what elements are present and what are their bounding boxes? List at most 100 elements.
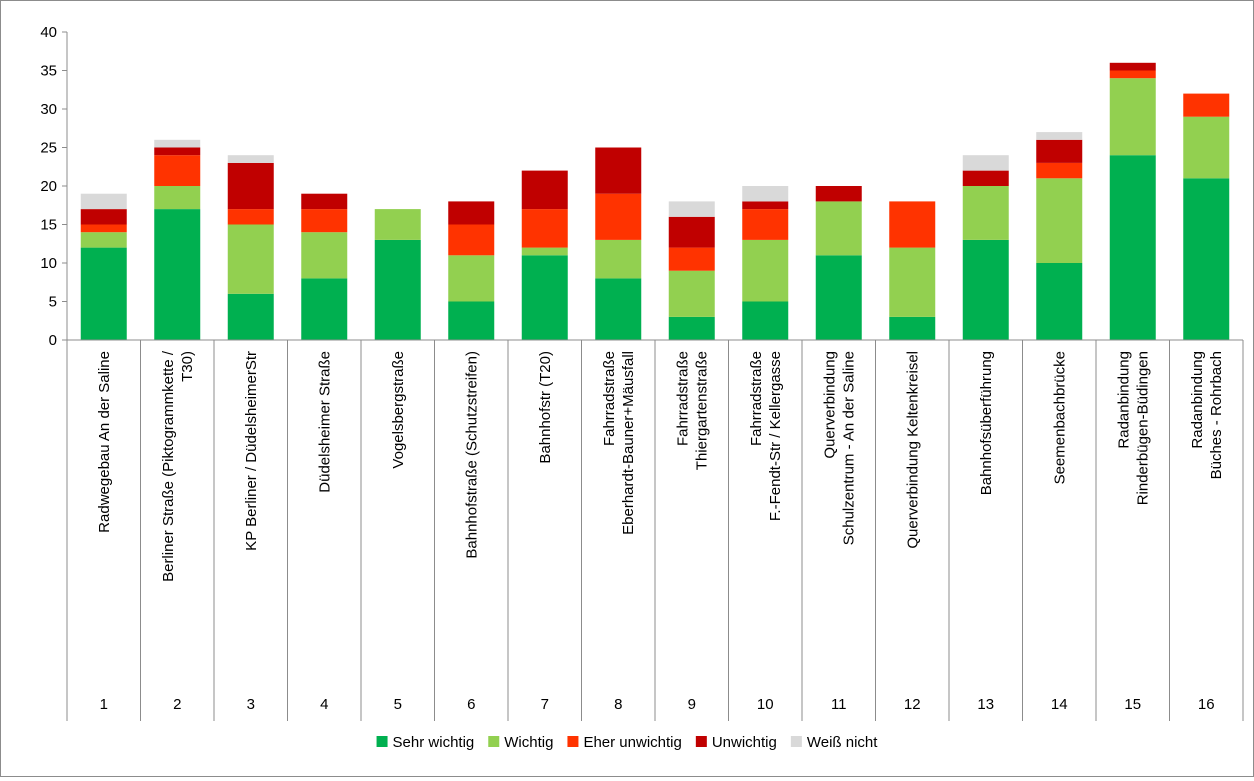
y-tick-label: 25 (40, 140, 57, 157)
bar-segment-2-cat-3 (227, 224, 274, 294)
bar-segment-3-cat-4 (301, 209, 348, 233)
bar-segment-2-cat-5 (374, 209, 421, 240)
bar-segment-1-cat-1 (80, 247, 127, 340)
bar-segment-1-cat-3 (227, 293, 274, 340)
y-tick-label: 10 (40, 255, 57, 272)
legend-label: Unwichtig (712, 734, 777, 751)
x-category-label: Eberhardt-Bauner+Mäusfall (620, 351, 637, 535)
x-category-label: Rinderbügen-Büdingen (1134, 351, 1151, 505)
x-category-label: Querverbindung Keltenkreisel (904, 351, 921, 549)
x-category-number: 3 (247, 696, 255, 713)
bar-segment-1-cat-11 (815, 255, 862, 340)
x-category-label: Radwegebau An der Saline (96, 351, 113, 533)
bar-segment-3-cat-10 (742, 209, 789, 240)
x-category-number: 14 (1051, 696, 1068, 713)
bar-segment-2-cat-16 (1183, 116, 1230, 179)
legend-item: Weiß nicht (790, 734, 878, 751)
y-tick-label: 20 (40, 178, 57, 195)
bar-segment-4-cat-2 (154, 147, 201, 156)
x-category-number: 6 (467, 696, 475, 713)
legend-item: Sehr wichtig (376, 734, 475, 751)
bar-segment-2-cat-8 (595, 239, 642, 279)
x-category-number: 16 (1198, 696, 1215, 713)
y-tick-label: 35 (40, 63, 57, 80)
y-tick-label: 30 (40, 101, 57, 118)
bar-segment-4-cat-9 (668, 216, 715, 248)
x-category-label: Bahnhofstr (T20) (537, 351, 554, 464)
x-category-label: Querverbindung (821, 351, 838, 459)
bar-segment-5-cat-2 (154, 139, 201, 148)
bar-segment-3-cat-1 (80, 224, 127, 233)
x-category-label: Radanbindung (1189, 351, 1206, 449)
bar-segment-4-cat-13 (962, 170, 1009, 186)
x-category-label: Bahnhofstraße (Schutzstreifen) (463, 351, 480, 559)
legend-swatch (567, 736, 579, 747)
x-category-label: Thiergartenstraße (693, 351, 710, 470)
x-category-number: 8 (614, 696, 622, 713)
legend-label: Eher unwichtig (583, 734, 681, 751)
bar-segment-4-cat-8 (595, 147, 642, 194)
bar-segment-2-cat-15 (1109, 78, 1156, 156)
bar-segment-4-cat-6 (448, 201, 495, 225)
bar-segment-5-cat-14 (1036, 132, 1083, 140)
bar-segment-3-cat-7 (521, 209, 568, 248)
x-category-number: 9 (688, 696, 696, 713)
bar-segment-4-cat-15 (1109, 62, 1156, 71)
bar-segment-3-cat-16 (1183, 93, 1230, 117)
bar-segment-3-cat-14 (1036, 162, 1083, 179)
bar-segment-2-cat-10 (742, 239, 789, 302)
bar-segment-3-cat-15 (1109, 70, 1156, 79)
bar-segment-2-cat-12 (889, 247, 936, 317)
bar-segment-2-cat-14 (1036, 178, 1083, 263)
bar-segment-3-cat-3 (227, 209, 274, 225)
bar-segment-4-cat-1 (80, 209, 127, 225)
legend: Sehr wichtig Wichtig Eher unwichtig Unwicht… (376, 734, 878, 751)
bar-segment-3-cat-6 (448, 224, 495, 256)
x-category-label: T30) (179, 351, 196, 382)
bar-segment-5-cat-9 (668, 201, 715, 217)
bar-segment-5-cat-10 (742, 186, 789, 202)
bar-segment-2-cat-9 (668, 270, 715, 317)
bar-segment-4-cat-4 (301, 193, 348, 210)
x-category-number: 2 (173, 696, 181, 713)
legend-swatch (376, 736, 388, 747)
x-category-label: Fahrradstraße (674, 351, 691, 446)
x-category-number: 10 (757, 696, 774, 713)
x-category-number: 1 (100, 696, 108, 713)
x-axis: 1 Radwegebau An der Saline 2 Berliner Straß… (66, 339, 1244, 721)
x-category-label: Bahnhofsüberführung (978, 351, 995, 495)
bar-segment-2-cat-7 (521, 247, 568, 256)
x-category-label: Schulzentrum - An der Saline (840, 351, 857, 545)
y-tick-label: 40 (40, 24, 57, 41)
bars (80, 62, 1230, 340)
x-category-label: Fahrradstraße (601, 351, 618, 446)
bar-segment-5-cat-13 (962, 155, 1009, 171)
bar-segment-1-cat-13 (962, 239, 1009, 340)
x-category-label: Büches - Rohrbach (1208, 351, 1225, 479)
bar-segment-1-cat-14 (1036, 263, 1083, 340)
x-category-label: Berliner Straße (Piktogrammkette / (160, 350, 177, 582)
bar-segment-3-cat-8 (595, 193, 642, 240)
bar-segment-2-cat-4 (301, 232, 348, 279)
y-tick-label: 15 (40, 217, 57, 234)
legend-item: Wichtig (488, 734, 553, 751)
bar-segment-5-cat-3 (227, 155, 274, 163)
bar-segment-2-cat-1 (80, 232, 127, 248)
legend-label: Wichtig (504, 734, 553, 751)
bar-segment-4-cat-10 (742, 201, 789, 210)
bar-segment-3-cat-12 (889, 201, 936, 248)
bar-segment-4-cat-14 (1036, 139, 1083, 163)
x-category-number: 4 (320, 696, 328, 713)
x-category-number: 5 (394, 696, 402, 713)
x-category-label: Fahrradstraße (748, 351, 765, 446)
bar-segment-4-cat-7 (521, 170, 568, 210)
bar-segment-1-cat-7 (521, 255, 568, 340)
legend-label: Sehr wichtig (393, 734, 475, 751)
x-category-label: Seemenbachbrücke (1051, 351, 1068, 484)
bar-segment-1-cat-10 (742, 301, 789, 340)
bar-segment-1-cat-6 (448, 301, 495, 340)
bar-segment-2-cat-11 (815, 201, 862, 256)
x-category-label: KP Berliner / DüdelsheimerStr (243, 351, 260, 551)
x-category-label: Vogelsbergstraße (390, 351, 407, 469)
